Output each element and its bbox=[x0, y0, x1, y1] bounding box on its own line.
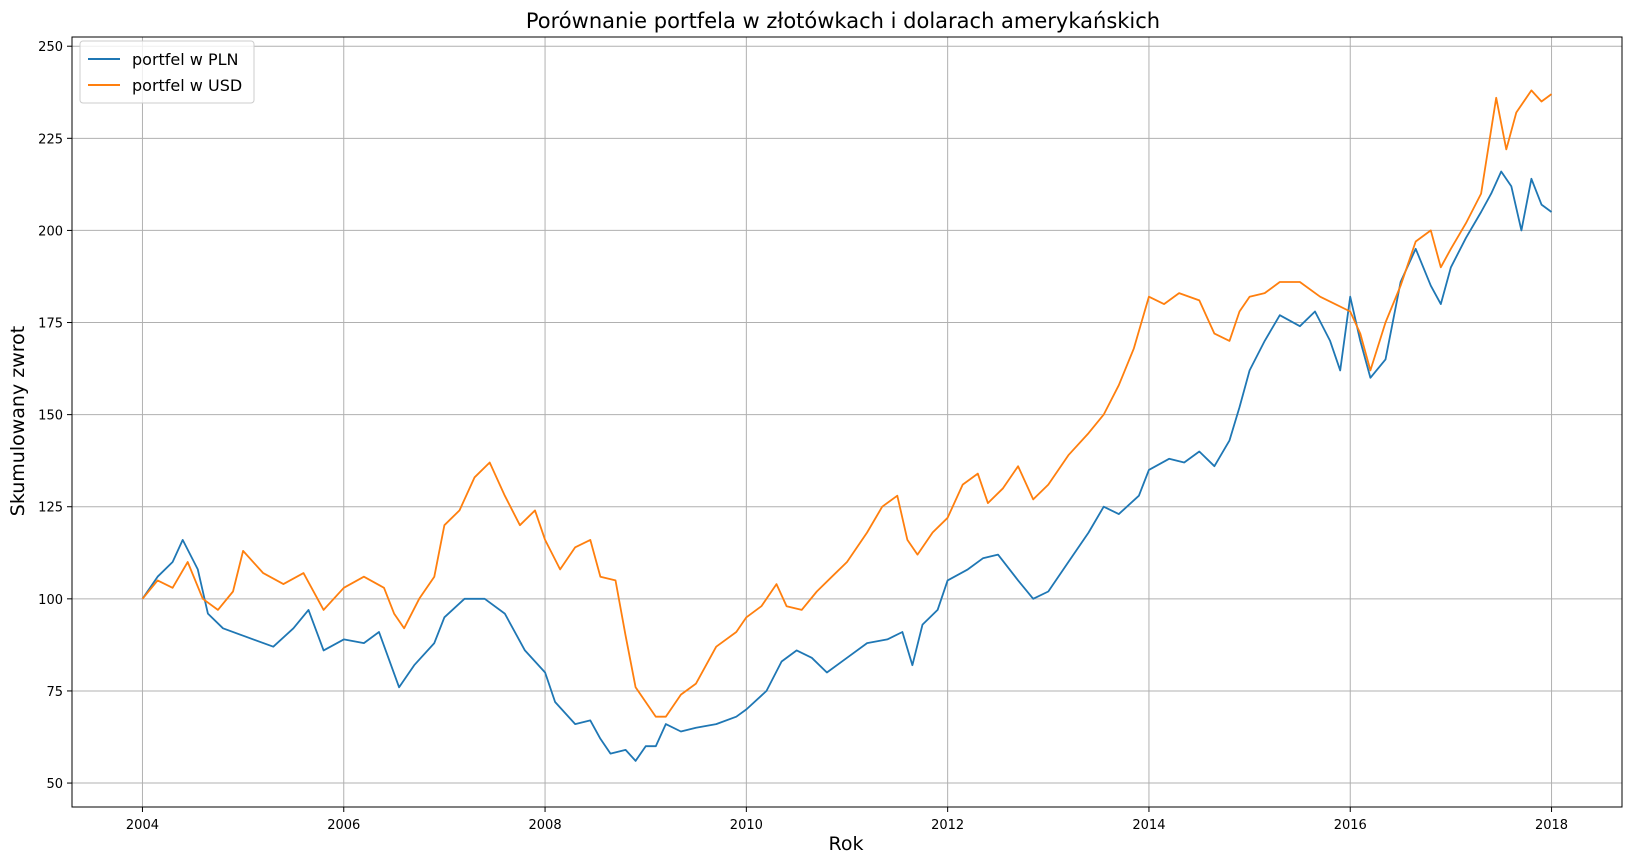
legend-label-pln: portfel w PLN bbox=[132, 50, 239, 69]
y-tick-label: 225 bbox=[38, 132, 63, 147]
x-axis-title: Rok bbox=[829, 833, 864, 855]
x-tick-label: 2014 bbox=[1132, 818, 1165, 833]
series-layer bbox=[141, 89, 1553, 762]
plot-frame bbox=[71, 36, 1623, 808]
legend-box bbox=[79, 40, 255, 104]
series-line-usd bbox=[141, 89, 1553, 718]
x-tick-label: 2008 bbox=[529, 818, 562, 833]
x-tick-label: 2004 bbox=[126, 818, 159, 833]
y-tick-label: 75 bbox=[46, 685, 63, 700]
x-tick-label: 2010 bbox=[730, 818, 763, 833]
y-axis-title: Skumulowany zwrot bbox=[7, 326, 29, 516]
y-tick-label: 175 bbox=[38, 317, 63, 332]
legend: portfel w PLN portfel w USD bbox=[79, 40, 255, 104]
chart-title: Porównanie portfela w złotówkach i dolar… bbox=[526, 9, 1160, 33]
y-tick-label: 200 bbox=[38, 224, 63, 239]
x-tick-label: 2012 bbox=[931, 818, 964, 833]
y-tick-label: 50 bbox=[46, 777, 63, 792]
ticks-layer: 2004 2006 2008 2010 2012 2014 2016 2018 50 75 100 1… bbox=[38, 40, 1568, 833]
y-tick-label: 100 bbox=[38, 593, 63, 608]
y-tick-label: 250 bbox=[38, 40, 63, 55]
series-line-pln bbox=[141, 170, 1553, 762]
y-tick-label: 150 bbox=[38, 409, 63, 424]
grid-layer bbox=[72, 37, 1622, 807]
x-tick-label: 2016 bbox=[1334, 818, 1367, 833]
legend-label-usd: portfel w USD bbox=[132, 76, 242, 95]
y-tick-label: 125 bbox=[38, 501, 63, 516]
x-tick-label: 2018 bbox=[1535, 818, 1568, 833]
x-tick-label: 2006 bbox=[327, 818, 360, 833]
